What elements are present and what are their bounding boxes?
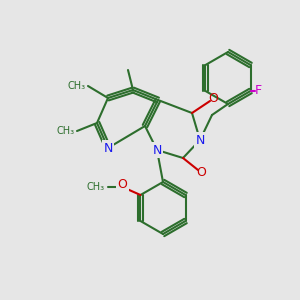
Text: N: N bbox=[195, 134, 205, 146]
Text: O: O bbox=[118, 178, 128, 190]
Text: CH₃: CH₃ bbox=[86, 182, 104, 192]
Text: CH₃: CH₃ bbox=[57, 126, 75, 136]
Text: F: F bbox=[255, 85, 262, 98]
Text: CH₃: CH₃ bbox=[68, 81, 86, 91]
Text: O: O bbox=[196, 166, 206, 178]
Text: O: O bbox=[208, 92, 218, 106]
Text: N: N bbox=[103, 142, 113, 154]
Text: N: N bbox=[152, 143, 162, 157]
